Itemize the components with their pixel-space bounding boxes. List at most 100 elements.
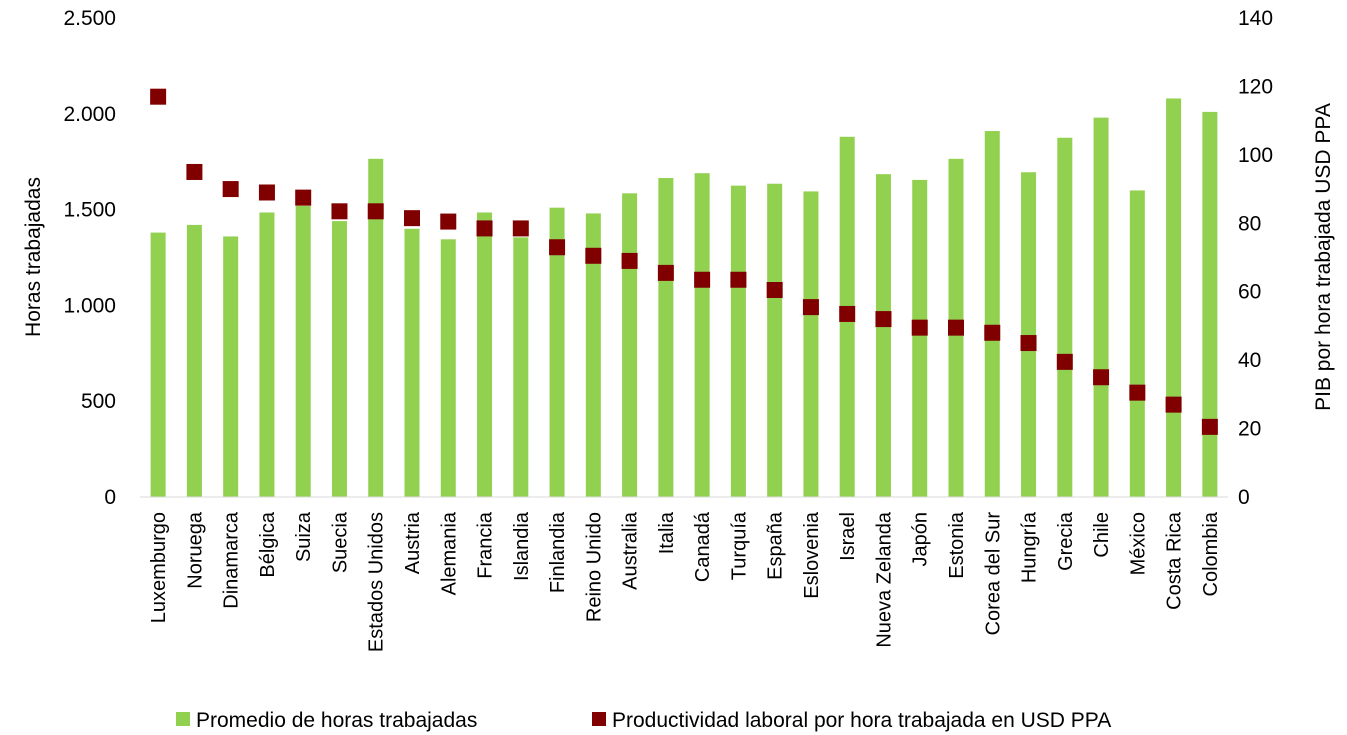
category-label: Corea del Sur bbox=[982, 512, 1004, 636]
category-label: Alemania bbox=[438, 511, 460, 595]
bar-noruega bbox=[186, 224, 202, 498]
bar-alemania bbox=[440, 239, 456, 497]
markers-layer bbox=[150, 88, 1218, 435]
bar-finlandia bbox=[549, 207, 565, 497]
bar-canadá bbox=[694, 173, 710, 498]
category-label: Colombia bbox=[1200, 511, 1222, 596]
category-label: Bélgica bbox=[257, 511, 279, 577]
category-label: Islandia bbox=[511, 511, 533, 581]
category-label: Estados Unidos bbox=[366, 512, 388, 652]
marker-reino-unido bbox=[585, 247, 602, 264]
marker-finlandia bbox=[549, 239, 566, 256]
category-label: Austria bbox=[402, 511, 424, 574]
bar-corea-del-sur bbox=[984, 131, 1000, 497]
category-label: Costa Rica bbox=[1164, 511, 1186, 610]
bar-chile bbox=[1093, 117, 1109, 497]
bar-méxico bbox=[1129, 190, 1145, 497]
right-tick-label: 100 bbox=[1238, 144, 1273, 167]
marker-italia bbox=[657, 264, 674, 281]
category-label: Turquía bbox=[728, 511, 750, 580]
marker-australia bbox=[621, 252, 638, 269]
marker-canadá bbox=[694, 271, 711, 288]
category-label: Canadá bbox=[692, 511, 714, 582]
left-tick-label: 2.500 bbox=[63, 7, 116, 30]
bar-australia bbox=[622, 193, 638, 497]
marker-corea-del-sur bbox=[984, 324, 1001, 341]
marker-españa bbox=[766, 282, 783, 299]
bar-francia bbox=[477, 212, 493, 497]
category-label: Suiza bbox=[293, 511, 315, 562]
bar-hungría bbox=[1021, 172, 1037, 497]
marker-bélgica bbox=[258, 184, 275, 201]
right-tick-label: 120 bbox=[1238, 75, 1273, 98]
category-label: Japón bbox=[910, 512, 932, 567]
bar-austria bbox=[404, 228, 420, 497]
bar-turquía bbox=[730, 185, 746, 497]
left-tick-label: 500 bbox=[81, 390, 116, 413]
marker-turquía bbox=[730, 271, 747, 288]
left-axis-ticks: 0 500 1.000 1.500 2.000 2.500 bbox=[63, 7, 116, 509]
category-label: Estonia bbox=[946, 511, 968, 579]
bar-estados-unidos bbox=[368, 158, 384, 498]
left-axis-title: Horas trabajadas bbox=[22, 177, 45, 337]
category-label: Noruega bbox=[184, 511, 206, 589]
left-tick-label: 1.500 bbox=[63, 199, 116, 222]
bar-nueva-zelanda bbox=[875, 174, 891, 498]
bars-layer bbox=[150, 98, 1218, 498]
marker-suecia bbox=[331, 203, 348, 220]
category-label: Nueva Zelanda bbox=[873, 511, 895, 648]
right-tick-label: 140 bbox=[1238, 7, 1273, 30]
category-label: Suecia bbox=[329, 511, 351, 573]
left-tick-label: 2.000 bbox=[63, 103, 116, 126]
right-tick-label: 60 bbox=[1238, 281, 1261, 304]
marker-chile bbox=[1093, 369, 1110, 386]
legend-swatch-markers bbox=[592, 712, 606, 726]
right-tick-label: 0 bbox=[1238, 486, 1250, 509]
marker-eslovenia bbox=[802, 299, 819, 316]
legend: Promedio de horas trabajadas Productivid… bbox=[176, 709, 1111, 732]
category-label: Francia bbox=[475, 511, 497, 579]
category-label: España bbox=[765, 511, 787, 580]
left-tick-label: 0 bbox=[104, 486, 116, 509]
category-label: México bbox=[1127, 512, 1149, 575]
category-label: Dinamarca bbox=[221, 511, 243, 609]
marker-hungría bbox=[1020, 335, 1037, 352]
bar-bélgica bbox=[259, 212, 275, 497]
right-axis-title: PIB por hora trabajada USD PPA bbox=[1312, 103, 1335, 411]
marker-francia bbox=[476, 220, 493, 237]
marker-estados-unidos bbox=[367, 203, 384, 220]
marker-estonia bbox=[948, 319, 964, 336]
category-label: Reino Unido bbox=[583, 512, 605, 622]
marker-suiza bbox=[295, 189, 312, 206]
marker-costa-rica bbox=[1165, 396, 1182, 413]
marker-dinamarca bbox=[222, 181, 239, 198]
right-tick-label: 80 bbox=[1238, 212, 1261, 235]
bar-suiza bbox=[295, 205, 311, 497]
category-label: Israel bbox=[837, 512, 859, 561]
bar-italia bbox=[658, 177, 674, 497]
category-labels: Luxemburgo Noruega Dinamarca Bélgica Suiza Su… bbox=[148, 511, 1222, 652]
marker-alemania bbox=[440, 213, 457, 230]
legend-label-bars: Promedio de horas trabajadas bbox=[196, 709, 477, 732]
category-label: Grecia bbox=[1055, 511, 1077, 571]
category-label: Eslovenia bbox=[801, 511, 823, 599]
marker-luxemburgo bbox=[150, 88, 167, 105]
bar-colombia bbox=[1202, 111, 1218, 497]
marker-japón bbox=[911, 319, 928, 336]
bar-costa-rica bbox=[1166, 98, 1182, 498]
bar-eslovenia bbox=[803, 191, 819, 497]
legend-label-markers: Productividad laboral por hora trabajada… bbox=[612, 709, 1111, 732]
category-label: Finlandia bbox=[547, 511, 569, 593]
marker-noruega bbox=[186, 163, 203, 180]
bar-luxemburgo bbox=[150, 232, 166, 498]
bar-suecia bbox=[331, 221, 347, 497]
marker-nueva-zelanda bbox=[875, 311, 892, 328]
marker-colombia bbox=[1201, 418, 1218, 435]
left-tick-label: 1.000 bbox=[63, 294, 116, 317]
category-label: Hungría bbox=[1019, 511, 1041, 583]
right-tick-label: 20 bbox=[1238, 418, 1261, 441]
marker-islandia bbox=[512, 220, 529, 237]
bar-japón bbox=[912, 179, 928, 498]
